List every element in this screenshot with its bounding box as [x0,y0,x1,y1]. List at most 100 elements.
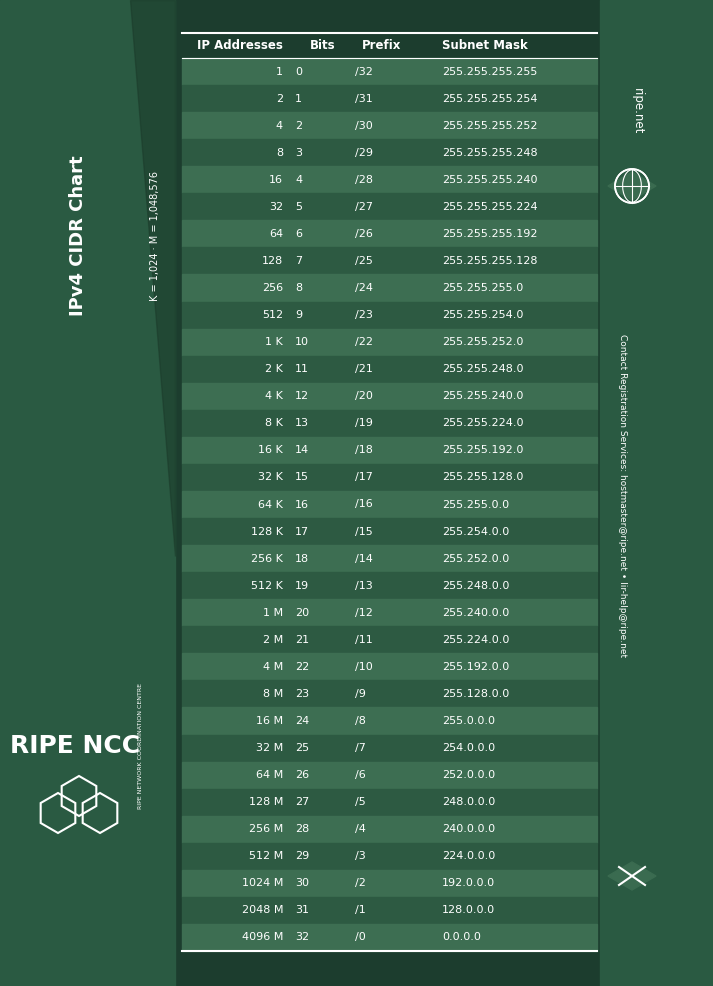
Text: /5: /5 [355,797,366,808]
Text: 16: 16 [269,175,283,184]
Text: 8: 8 [276,148,283,158]
Text: 29: 29 [295,851,309,862]
Text: /14: /14 [355,553,373,564]
Text: 16 K: 16 K [258,446,283,456]
Text: /17: /17 [355,472,373,482]
Text: 512 K: 512 K [251,581,283,591]
Text: K = 1,024 · M = 1,048,576: K = 1,024 · M = 1,048,576 [150,171,160,301]
Text: /23: /23 [355,310,373,320]
Text: 256 M: 256 M [249,824,283,834]
Text: /2: /2 [355,879,366,888]
Bar [182,680,597,707]
Bar [182,897,597,924]
Text: 248.0.0.0: 248.0.0.0 [442,797,496,808]
Text: 11: 11 [295,364,309,375]
Text: Bits: Bits [310,39,336,52]
Text: /7: /7 [355,743,366,753]
Text: 4: 4 [295,175,302,184]
Text: 3: 3 [295,148,302,158]
Bar [182,843,597,870]
Text: 26: 26 [295,770,309,780]
Text: 255.240.0.0: 255.240.0.0 [442,607,509,618]
Text: 24: 24 [295,716,309,726]
Text: 2 M: 2 M [263,635,283,645]
Text: 1: 1 [276,66,283,77]
Text: /28: /28 [355,175,373,184]
Text: 32 M: 32 M [256,743,283,753]
Bar [182,815,597,843]
Text: 224.0.0.0: 224.0.0.0 [442,851,496,862]
Bar [182,33,597,58]
Text: 2048 M: 2048 M [242,905,283,915]
Text: 255.255.255.0: 255.255.255.0 [442,283,523,293]
Text: 1 M: 1 M [263,607,283,618]
Text: 15: 15 [295,472,309,482]
Bar [182,167,597,193]
Bar [600,0,713,986]
Text: 64 M: 64 M [256,770,283,780]
Text: 23: 23 [295,689,309,699]
Text: 7: 7 [295,256,302,266]
Text: 255.252.0.0: 255.252.0.0 [442,553,509,564]
Bar [182,735,597,761]
Text: 21: 21 [295,635,309,645]
Bar [182,599,597,626]
Text: 255.255.240.0: 255.255.240.0 [442,391,523,401]
Text: RIPE NETWORK COORDINATION CENTRE: RIPE NETWORK COORDINATION CENTRE [138,683,143,809]
Text: /24: /24 [355,283,373,293]
Text: 255.255.255.254: 255.255.255.254 [442,94,538,104]
Text: 4: 4 [276,120,283,131]
Text: 14: 14 [295,446,309,456]
Bar [182,789,597,815]
Text: 19: 19 [295,581,309,591]
Text: 1: 1 [295,94,302,104]
Polygon shape [130,0,175,556]
Text: 256: 256 [262,283,283,293]
Text: 28: 28 [295,824,309,834]
Text: 255.255.255.192: 255.255.255.192 [442,229,538,239]
Bar [182,707,597,735]
Text: /0: /0 [355,933,366,943]
Text: 255.255.0.0: 255.255.0.0 [442,500,509,510]
Text: /32: /32 [355,66,373,77]
Bar [182,274,597,302]
Text: /1: /1 [355,905,366,915]
Text: 32 K: 32 K [258,472,283,482]
Bar [182,463,597,491]
Text: 8 K: 8 K [265,418,283,428]
Text: 16: 16 [295,500,309,510]
Text: /9: /9 [355,689,366,699]
Bar [182,761,597,789]
Text: /3: /3 [355,851,366,862]
Text: 20: 20 [295,607,309,618]
Bar [182,572,597,599]
Text: 255.255.255.248: 255.255.255.248 [442,148,538,158]
Text: 5: 5 [295,202,302,212]
Text: 255.224.0.0: 255.224.0.0 [442,635,509,645]
Text: 32: 32 [269,202,283,212]
Bar [182,328,597,356]
Text: 8 M: 8 M [263,689,283,699]
Text: 2: 2 [295,120,302,131]
Text: 128 M: 128 M [249,797,283,808]
Text: 255.255.255.240: 255.255.255.240 [442,175,538,184]
Text: /27: /27 [355,202,373,212]
Text: 255.255.255.224: 255.255.255.224 [442,202,538,212]
Text: 13: 13 [295,418,309,428]
Text: /8: /8 [355,716,366,726]
Text: 252.0.0.0: 252.0.0.0 [442,770,495,780]
Bar [182,58,597,85]
Bar [182,356,597,383]
Text: /25: /25 [355,256,373,266]
Text: 255.192.0.0: 255.192.0.0 [442,662,509,671]
Text: 255.255.255.128: 255.255.255.128 [442,256,538,266]
Text: 1 K: 1 K [265,337,283,347]
Text: 4096 M: 4096 M [242,933,283,943]
Bar [182,220,597,247]
Text: /18: /18 [355,446,373,456]
Text: 128.0.0.0: 128.0.0.0 [442,905,495,915]
Bar [182,870,597,897]
Text: ripe.net: ripe.net [630,88,644,134]
Bar [182,112,597,139]
Text: 17: 17 [295,527,309,536]
